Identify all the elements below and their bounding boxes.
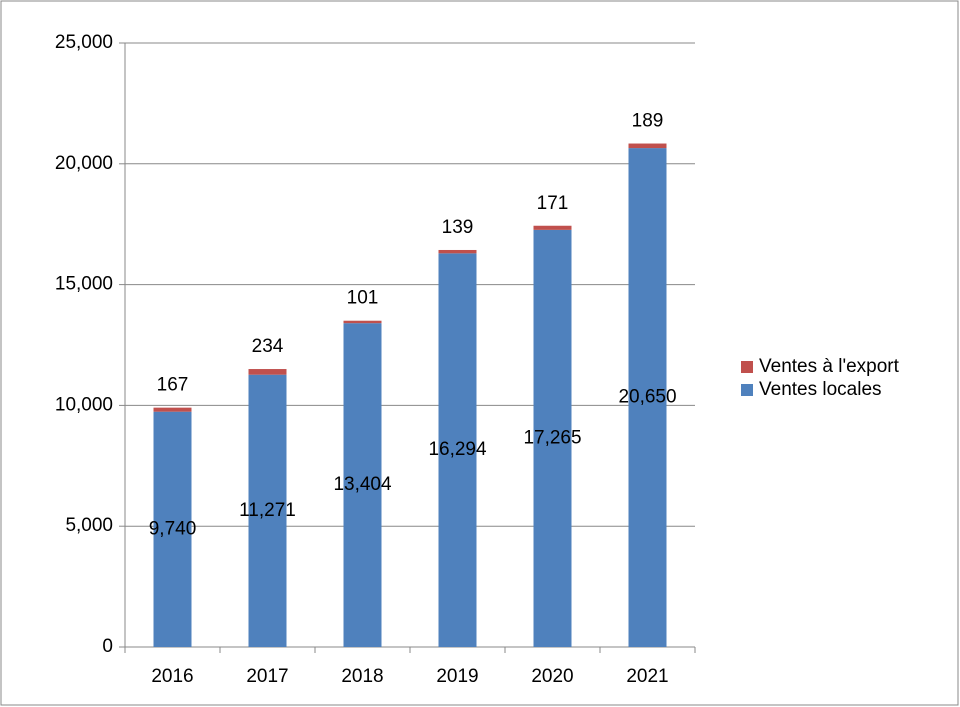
legend-swatch (741, 361, 753, 373)
legend-swatch (741, 384, 753, 396)
legend-label: Ventes locales (759, 379, 882, 400)
bar-segment (248, 369, 287, 375)
y-tick-label: 20,000 (55, 153, 113, 174)
y-tick-label: 5,000 (65, 515, 113, 536)
data-label: 17,265 (523, 427, 581, 448)
bar-segment (343, 323, 382, 647)
x-tick-label: 2017 (246, 666, 288, 687)
data-label: 16,294 (428, 439, 487, 460)
data-label: 11,271 (239, 500, 296, 521)
x-tick-label: 2019 (436, 666, 478, 687)
data-label: 9,740 (149, 518, 197, 539)
bar-segment (628, 148, 667, 647)
data-label: 171 (537, 193, 569, 214)
data-label: 189 (632, 111, 664, 132)
y-tick-label: 25,000 (55, 32, 113, 53)
bar-segment (153, 407, 192, 412)
bar-segment (248, 374, 287, 647)
y-tick-label: 10,000 (55, 394, 113, 415)
x-tick-label: 2018 (341, 666, 383, 687)
y-tick-label: 15,000 (55, 274, 113, 295)
bar-segment (628, 143, 667, 149)
bar-segment (533, 225, 572, 230)
data-label: 101 (347, 288, 379, 309)
bar-segment (438, 253, 477, 647)
data-label: 139 (442, 217, 474, 238)
bar-segment (533, 229, 572, 647)
x-tick-label: 2021 (626, 666, 668, 687)
data-label: 20,650 (618, 387, 676, 408)
y-tick-label: 0 (102, 636, 113, 657)
legend-label: Ventes à l'export (759, 356, 900, 377)
data-label: 234 (252, 336, 284, 357)
bar-segment (343, 320, 382, 324)
x-tick-label: 2016 (151, 666, 193, 687)
x-tick-label: 2020 (531, 666, 573, 687)
bar-segment (438, 249, 477, 254)
data-label: 13,404 (333, 474, 392, 495)
data-label: 167 (157, 375, 189, 396)
bar-segment (153, 411, 192, 647)
